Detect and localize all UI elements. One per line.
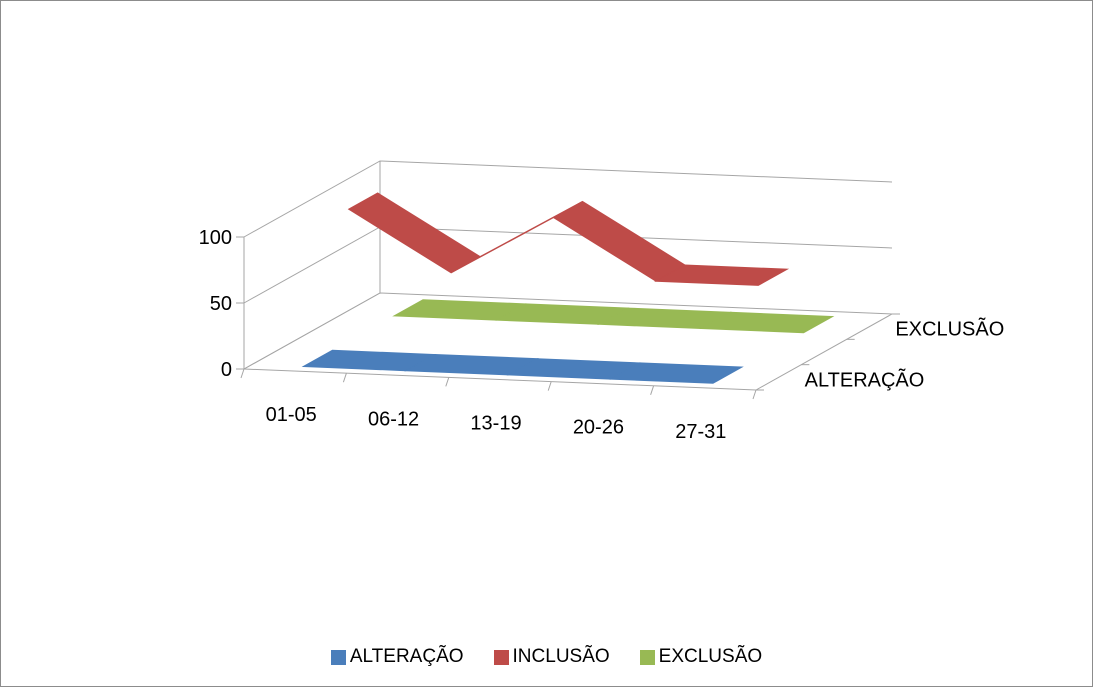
category-label: 01-05 [266,404,317,426]
series-segment-0 [608,362,744,384]
legend-item-exclusao: EXCLUSÃO [639,646,763,668]
legend-swatch-exclusao [639,649,655,665]
category-axis-tick [752,389,757,400]
legend-swatch-inclusao [493,649,509,665]
category-label: 27-31 [675,421,726,443]
legend-label-alteracao: ALTERAÇÃO [349,646,464,667]
legend-label-exclusao: EXCLUSÃO [658,646,763,667]
category-axis-tick [547,381,552,391]
category-axis-tick [445,377,450,387]
floor-edge [243,292,381,370]
series-segment-1 [552,200,686,282]
category-axis-tick [342,373,347,383]
y-tick-label: 50 [210,293,232,315]
y-tick-label: 100 [199,227,232,249]
axis-labels: 0 50 100 01-05 06-12 13-19 20-26 27-31 ALTERAÇÃO… [199,227,1005,443]
axes [236,236,900,400]
legend-swatch-alteracao [330,649,346,665]
legend-item-inclusao: INCLUSÃO [493,646,610,668]
gridline [243,226,893,304]
legend: ALTERAÇÃO INCLUSÃO EXCLUSÃO [0,646,1093,668]
legend-item-alteracao: ALTERAÇÃO [330,646,464,668]
depth-label: EXCLUSÃO [895,317,1004,341]
series-ribbons [301,192,835,384]
gridlines [243,160,893,370]
category-label: 20-26 [573,417,624,439]
category-label: 13-19 [470,413,521,435]
category-axis-tick [650,385,655,395]
legend-label-inclusao: INCLUSÃO [512,646,610,667]
category-label: 06-12 [368,408,419,430]
depth-label: ALTERAÇÃO [805,367,925,391]
series-segment-2 [699,311,835,334]
category-axis-tick [240,368,245,379]
series-segment-1 [654,264,790,286]
series-segment-1 [347,192,482,274]
y-tick-label: 0 [221,359,232,381]
